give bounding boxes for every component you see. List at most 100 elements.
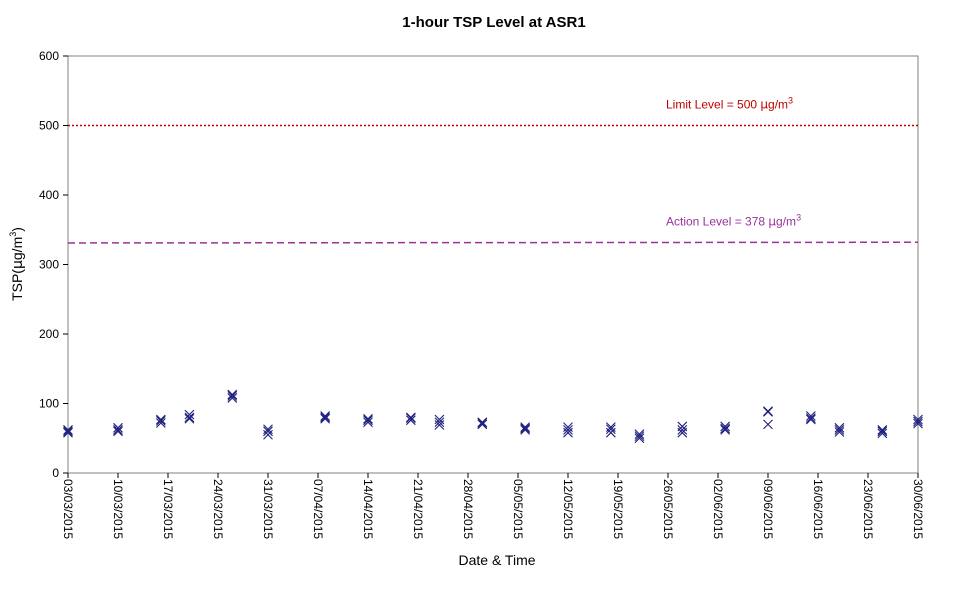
data-point bbox=[405, 415, 416, 426]
limit-level-label-text: Limit Level = 500 bbox=[666, 98, 760, 112]
limit-level-label-mu: μ bbox=[760, 98, 768, 112]
limit-level-label: Limit Level = 500 μg/m3 bbox=[666, 96, 793, 112]
x-tick-label: 07/04/2015 bbox=[311, 479, 325, 539]
x-tick-label: 24/03/2015 bbox=[211, 479, 225, 539]
y-axis-title-main: TSP( bbox=[9, 269, 25, 301]
data-point bbox=[320, 413, 331, 424]
x-tick-label: 31/03/2015 bbox=[261, 479, 275, 539]
data-point bbox=[263, 424, 273, 435]
x-tick-label: 10/03/2015 bbox=[111, 479, 125, 539]
x-tick-label: 23/06/2015 bbox=[861, 479, 875, 539]
data-point bbox=[155, 414, 166, 425]
data-point bbox=[520, 423, 531, 434]
data-point bbox=[677, 425, 688, 435]
x-tick-label: 09/06/2015 bbox=[761, 479, 775, 539]
data-point bbox=[720, 423, 731, 434]
y-tick-label: 200 bbox=[39, 327, 59, 341]
x-tick-label: 30/06/2015 bbox=[911, 479, 925, 539]
y-tick-label: 400 bbox=[39, 188, 59, 202]
x-tick-label: 19/05/2015 bbox=[611, 479, 625, 539]
data-point bbox=[763, 406, 773, 417]
data-point bbox=[113, 425, 123, 435]
action-level-label: Action Level = 378 μg/m3 bbox=[666, 212, 801, 228]
chart-title: 1-hour TSP Level at ASR1 bbox=[402, 14, 585, 31]
data-point bbox=[477, 419, 488, 430]
data-point bbox=[563, 425, 573, 435]
data-point bbox=[720, 425, 731, 435]
data-point bbox=[184, 413, 195, 424]
y-tick-label: 100 bbox=[39, 397, 59, 411]
data-point bbox=[805, 411, 816, 421]
action-level-label-mu: μ bbox=[768, 214, 776, 228]
data-point bbox=[634, 433, 645, 444]
data-point bbox=[720, 421, 731, 432]
limit-level-label-sup: 3 bbox=[788, 96, 793, 106]
action-level-label-sup: 3 bbox=[796, 212, 801, 222]
x-tick-label: 03/03/2015 bbox=[61, 479, 75, 539]
x-tick-label: 14/04/2015 bbox=[361, 479, 375, 539]
x-tick-label: 05/05/2015 bbox=[511, 479, 525, 539]
action-level-label-unit: g/m bbox=[776, 214, 796, 228]
data-point bbox=[363, 413, 373, 424]
data-point bbox=[405, 413, 416, 423]
plot-area bbox=[67, 55, 919, 474]
data-point bbox=[155, 418, 166, 428]
y-axis-title-sup: 3 bbox=[8, 232, 18, 237]
x-tick-label: 12/05/2015 bbox=[561, 479, 575, 539]
y-tick-label: 300 bbox=[39, 258, 59, 272]
data-point bbox=[677, 421, 688, 432]
data-point bbox=[913, 418, 923, 429]
data-point bbox=[877, 426, 888, 437]
y-axis-title-unit: g/m bbox=[9, 237, 25, 260]
data-point bbox=[227, 393, 238, 403]
data-point bbox=[227, 390, 238, 401]
data-point bbox=[605, 424, 616, 435]
x-tick-label: 21/04/2015 bbox=[411, 479, 425, 539]
data-point bbox=[434, 414, 445, 425]
data-point bbox=[563, 422, 573, 433]
data-point bbox=[834, 425, 845, 435]
data-point bbox=[805, 413, 816, 423]
action-level-line bbox=[67, 241, 919, 244]
y-axis-title-close: ) bbox=[9, 227, 25, 232]
y-tick-label: 500 bbox=[39, 119, 59, 133]
data-point bbox=[363, 417, 373, 428]
data-point bbox=[263, 426, 273, 437]
y-tick-label: 600 bbox=[39, 49, 59, 63]
data-point bbox=[320, 412, 331, 423]
y-tick-label: 0 bbox=[52, 466, 59, 480]
data-point bbox=[520, 425, 531, 435]
x-tick-label: 28/04/2015 bbox=[461, 479, 475, 539]
data-point bbox=[605, 422, 616, 433]
x-tick-label: 26/05/2015 bbox=[661, 479, 675, 539]
data-point bbox=[805, 414, 816, 425]
data-point bbox=[320, 411, 331, 421]
x-tick-label: 16/06/2015 bbox=[811, 479, 825, 539]
data-point bbox=[877, 425, 888, 435]
data-point bbox=[63, 426, 73, 437]
action-level-label-text: Action Level = 378 bbox=[666, 214, 768, 228]
x-axis-title: Date & Time bbox=[458, 552, 535, 568]
data-point bbox=[913, 414, 923, 425]
data-points bbox=[63, 389, 923, 444]
data-point bbox=[155, 415, 166, 426]
data-point bbox=[184, 412, 195, 423]
data-point bbox=[913, 416, 923, 427]
data-point bbox=[520, 422, 531, 433]
data-point bbox=[113, 422, 123, 433]
limit-level-label-unit: g/m bbox=[768, 98, 788, 112]
data-point bbox=[113, 426, 123, 437]
data-point bbox=[363, 415, 373, 426]
y-axis: 0 100 200 300 400 500 600 bbox=[39, 49, 68, 480]
x-axis: 03/03/2015 10/03/2015 17/03/2015 24/03/2015… bbox=[61, 473, 925, 539]
data-point bbox=[834, 427, 845, 437]
x-tick-label: 17/03/2015 bbox=[161, 479, 175, 539]
data-point bbox=[434, 417, 445, 428]
data-point bbox=[877, 428, 888, 439]
data-point bbox=[634, 431, 645, 442]
data-point bbox=[763, 419, 773, 430]
data-point bbox=[63, 427, 73, 438]
x-tick-label: 02/06/2015 bbox=[711, 479, 725, 539]
